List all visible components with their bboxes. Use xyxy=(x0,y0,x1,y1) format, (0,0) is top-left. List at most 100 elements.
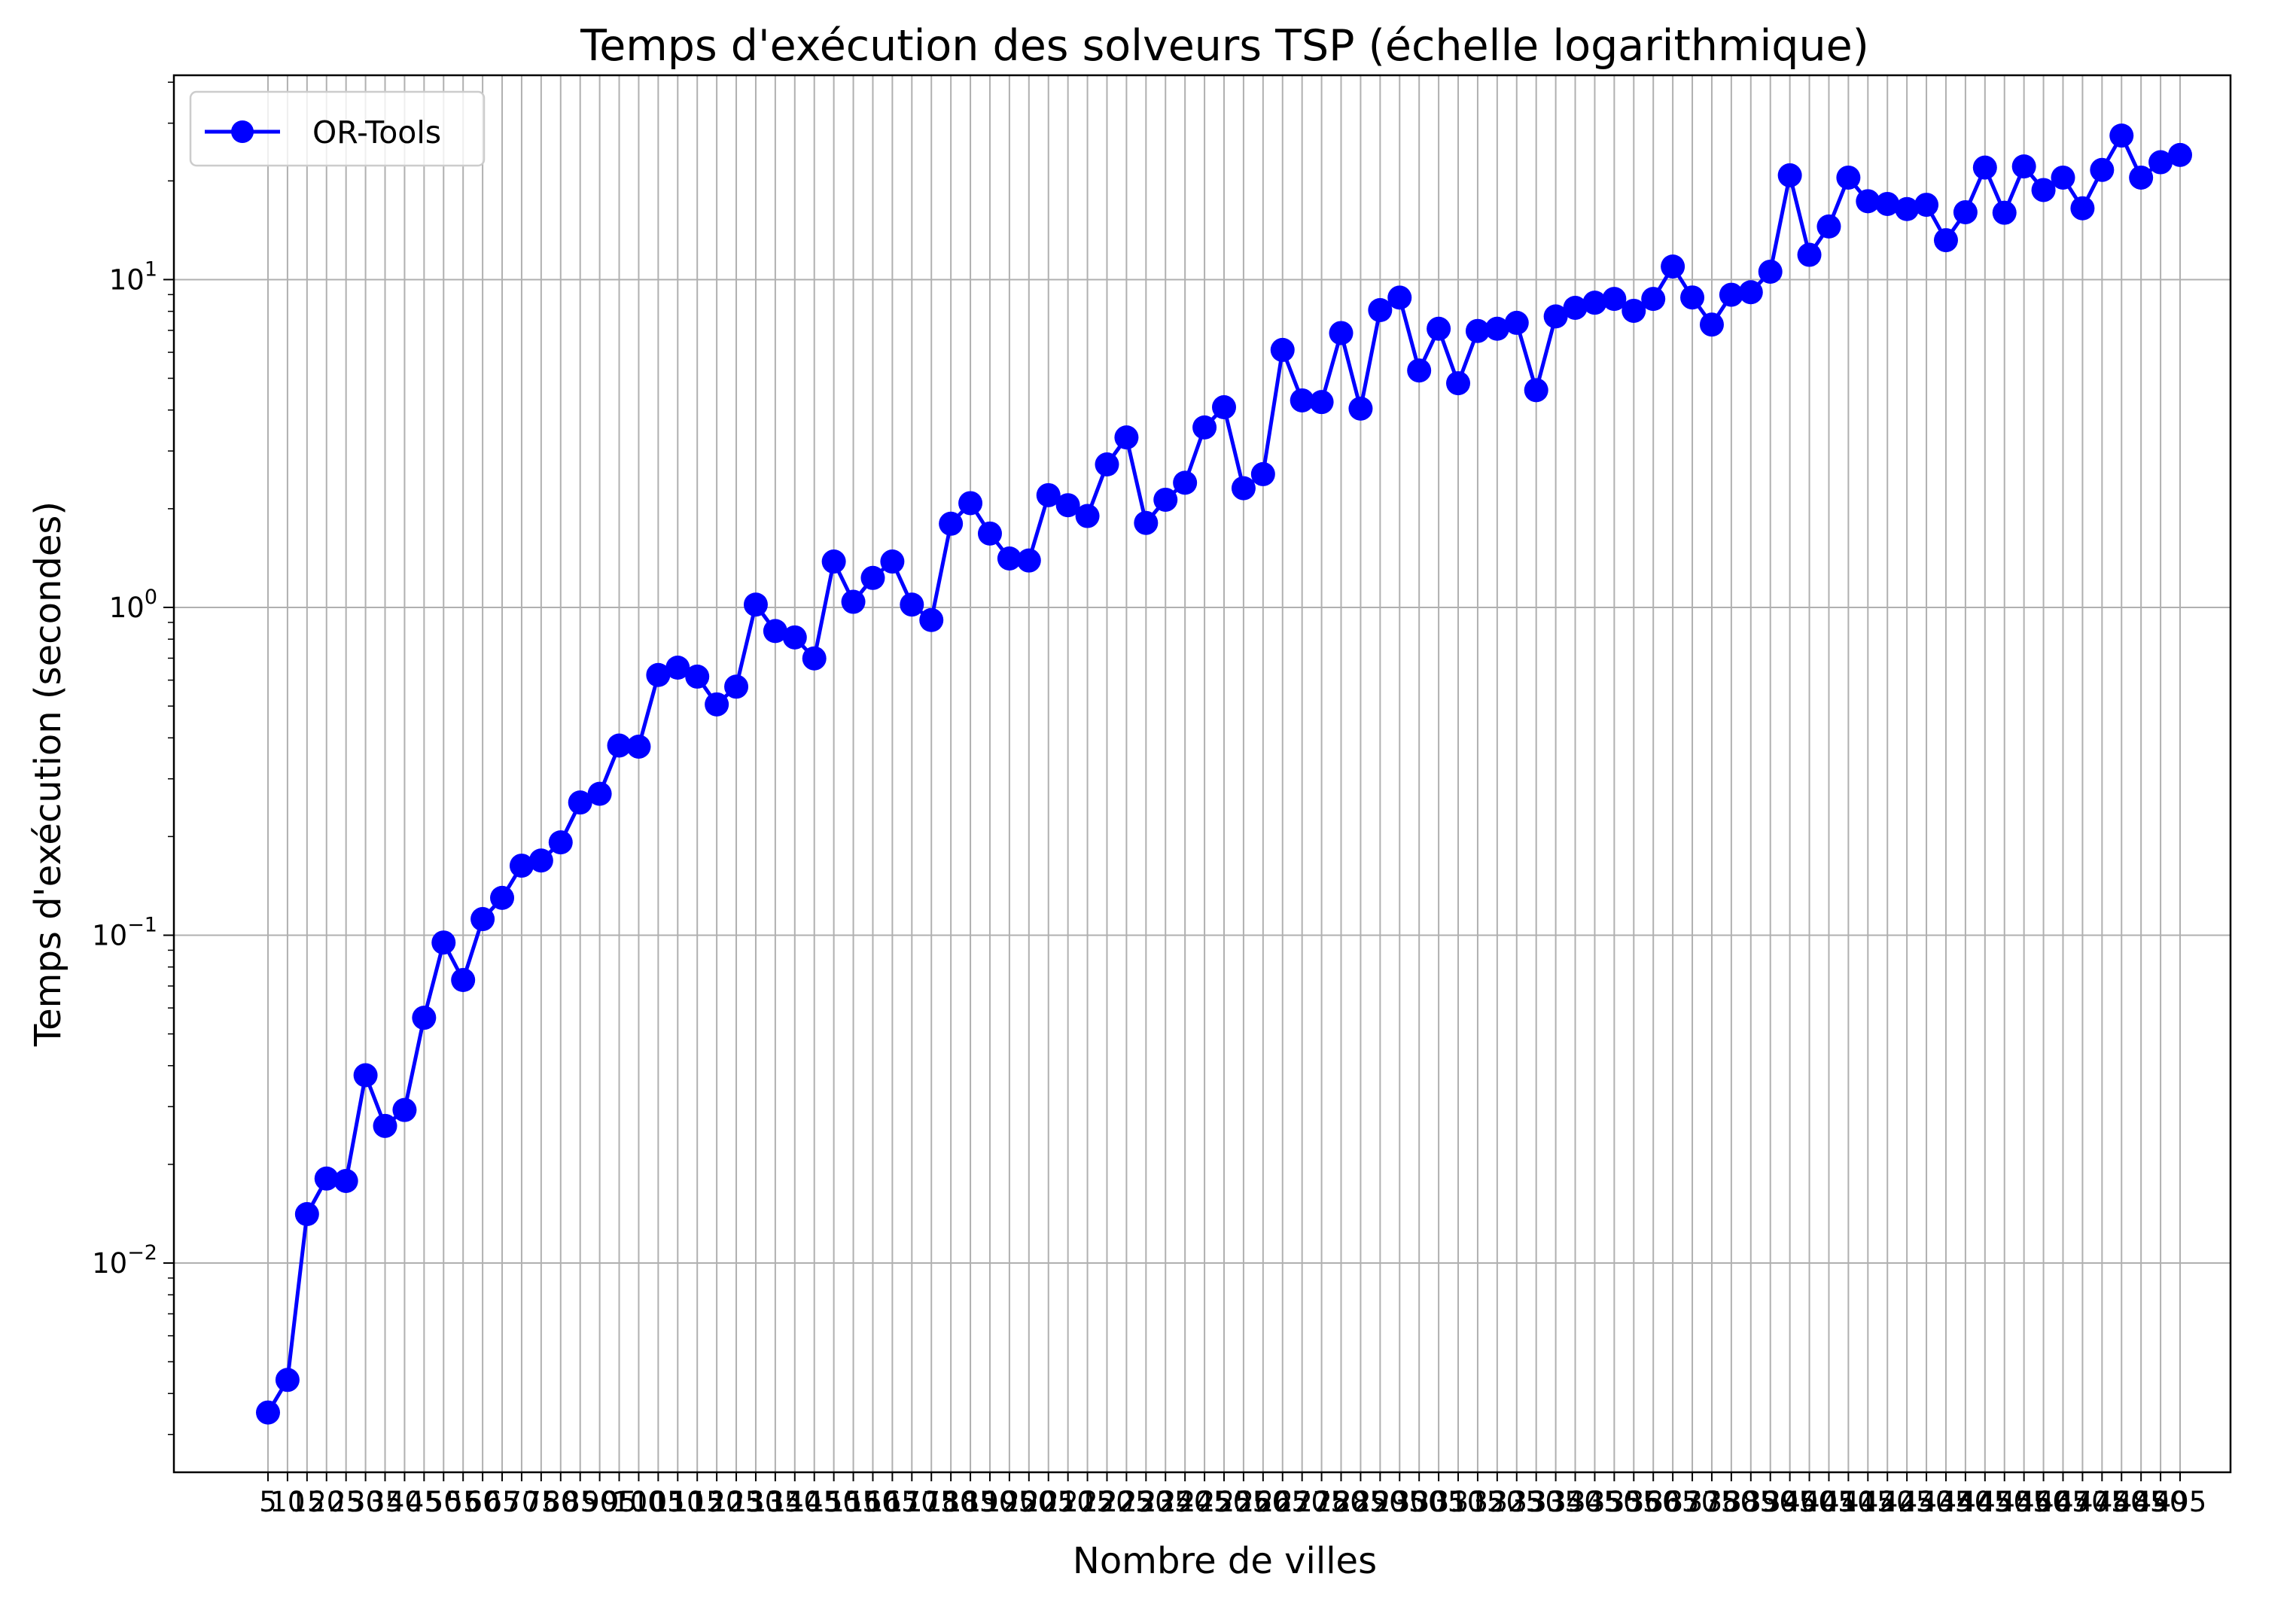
x-tick-label: 210 xyxy=(1041,1486,1095,1518)
x-tick-label: 440 xyxy=(1939,1486,1993,1518)
x-tick-label: 250 xyxy=(1198,1486,1251,1518)
data-point xyxy=(1914,193,1939,218)
y-tick-label: 10−1 xyxy=(92,913,157,951)
data-point xyxy=(958,491,983,516)
data-point xyxy=(1348,396,1373,421)
data-point xyxy=(1816,214,1841,239)
x-tick-label: 245 xyxy=(1178,1486,1232,1518)
data-point xyxy=(2031,178,2056,202)
x-tick-label: 290 xyxy=(1354,1486,1407,1518)
x-tick-label: 20 xyxy=(309,1486,344,1518)
data-point xyxy=(1856,189,1880,214)
data-point xyxy=(1699,312,1724,337)
x-tick-label: 105 xyxy=(632,1486,685,1518)
data-point xyxy=(1407,358,1432,383)
data-point xyxy=(1875,191,1900,216)
data-point xyxy=(1836,165,1861,190)
y-tick-label: 10−2 xyxy=(92,1241,157,1280)
x-tick-label: 410 xyxy=(1822,1486,1875,1518)
data-point xyxy=(743,592,768,617)
data-point xyxy=(1075,504,1100,528)
data-point xyxy=(763,619,787,644)
data-point xyxy=(724,674,749,699)
x-tick-label: 350 xyxy=(1588,1486,1641,1518)
data-point xyxy=(1446,371,1471,396)
x-tick-label: 325 xyxy=(1490,1486,1543,1518)
data-point xyxy=(1680,285,1705,310)
x-tick-label: 370 xyxy=(1666,1486,1719,1518)
x-tick-label: 65 xyxy=(484,1486,519,1518)
x-tick-label: 395 xyxy=(1763,1486,1816,1518)
data-point xyxy=(1427,316,1451,341)
data-point xyxy=(256,1400,280,1425)
data-point xyxy=(1484,316,1509,341)
data-point xyxy=(568,790,592,815)
x-tick-label: 25 xyxy=(328,1486,364,1518)
x-tick-label: 265 xyxy=(1256,1486,1309,1518)
x-tick-label: 455 xyxy=(1997,1486,2051,1518)
x-tick-label: 80 xyxy=(543,1486,578,1518)
plot-frame xyxy=(172,74,2232,1474)
x-tick-label: 375 xyxy=(1685,1486,1739,1518)
x-tick-label: 40 xyxy=(387,1486,422,1518)
x-tick-label: 445 xyxy=(1959,1486,2012,1518)
data-point xyxy=(1368,297,1393,322)
legend: OR-Tools xyxy=(189,90,486,167)
y-minor-ticks xyxy=(168,81,174,1435)
x-tick-label: 155 xyxy=(827,1486,880,1518)
data-point xyxy=(333,1168,358,1193)
data-point xyxy=(1777,163,1802,187)
data-point xyxy=(1231,476,1256,501)
data-point xyxy=(1543,304,1568,329)
x-tick-label: 195 xyxy=(983,1486,1037,1518)
x-tick-label: 425 xyxy=(1880,1486,1934,1518)
x-tick-label: 385 xyxy=(1724,1486,1777,1518)
data-point xyxy=(841,589,866,614)
data-point xyxy=(353,1063,378,1088)
data-point xyxy=(1797,242,1822,267)
x-tick-label: 365 xyxy=(1646,1486,1700,1518)
data-point xyxy=(1563,295,1588,320)
x-tick-label: 490 xyxy=(2134,1486,2188,1518)
data-point xyxy=(1992,200,2017,225)
x-tick-label: 225 xyxy=(1100,1486,1153,1518)
data-point xyxy=(451,968,476,993)
data-point xyxy=(548,830,573,855)
x-tick-label: 485 xyxy=(2115,1486,2168,1518)
x-tick-label: 55 xyxy=(446,1486,481,1518)
x-tick-label: 160 xyxy=(846,1486,900,1518)
data-point xyxy=(665,655,690,680)
data-point xyxy=(2109,123,2134,148)
data-point xyxy=(1933,228,1958,253)
x-tick-label: 435 xyxy=(1920,1486,1973,1518)
x-tick-label: 460 xyxy=(2017,1486,2070,1518)
x-tick-label: 15 xyxy=(289,1486,324,1518)
x-tick-label: 215 xyxy=(1061,1486,1114,1518)
x-tick-label: 305 xyxy=(1412,1486,1466,1518)
data-point xyxy=(2148,150,2173,175)
data-point xyxy=(646,662,671,687)
data-point xyxy=(294,1202,319,1227)
series-or-tools xyxy=(256,123,2192,1425)
data-point xyxy=(490,885,515,910)
data-point xyxy=(1329,321,1354,345)
x-tick-label: 345 xyxy=(1568,1486,1622,1518)
x-tick-label: 355 xyxy=(1607,1486,1661,1518)
x-tick-label: 185 xyxy=(944,1486,997,1518)
x-tick-label: 300 xyxy=(1393,1486,1446,1518)
x-tick-label: 150 xyxy=(807,1486,860,1518)
x-tick-label: 100 xyxy=(612,1486,665,1518)
data-point xyxy=(1972,155,1997,180)
data-point xyxy=(1602,287,1627,312)
x-tick-label: 335 xyxy=(1529,1486,1582,1518)
data-point xyxy=(1719,282,1743,307)
x-axis-label: Nombre de villes xyxy=(1073,1540,1377,1582)
y-axis: 10−2 10−1 100 101 xyxy=(92,257,174,1280)
data-point xyxy=(1290,388,1314,412)
x-tick-label: 340 xyxy=(1548,1486,1602,1518)
x-axis: 5101520253035404550556065707580859095100… xyxy=(259,1472,2206,1518)
x-tick-label: 50 xyxy=(426,1486,461,1518)
y-tick-label: 101 xyxy=(109,257,157,296)
data-point xyxy=(1465,318,1490,343)
